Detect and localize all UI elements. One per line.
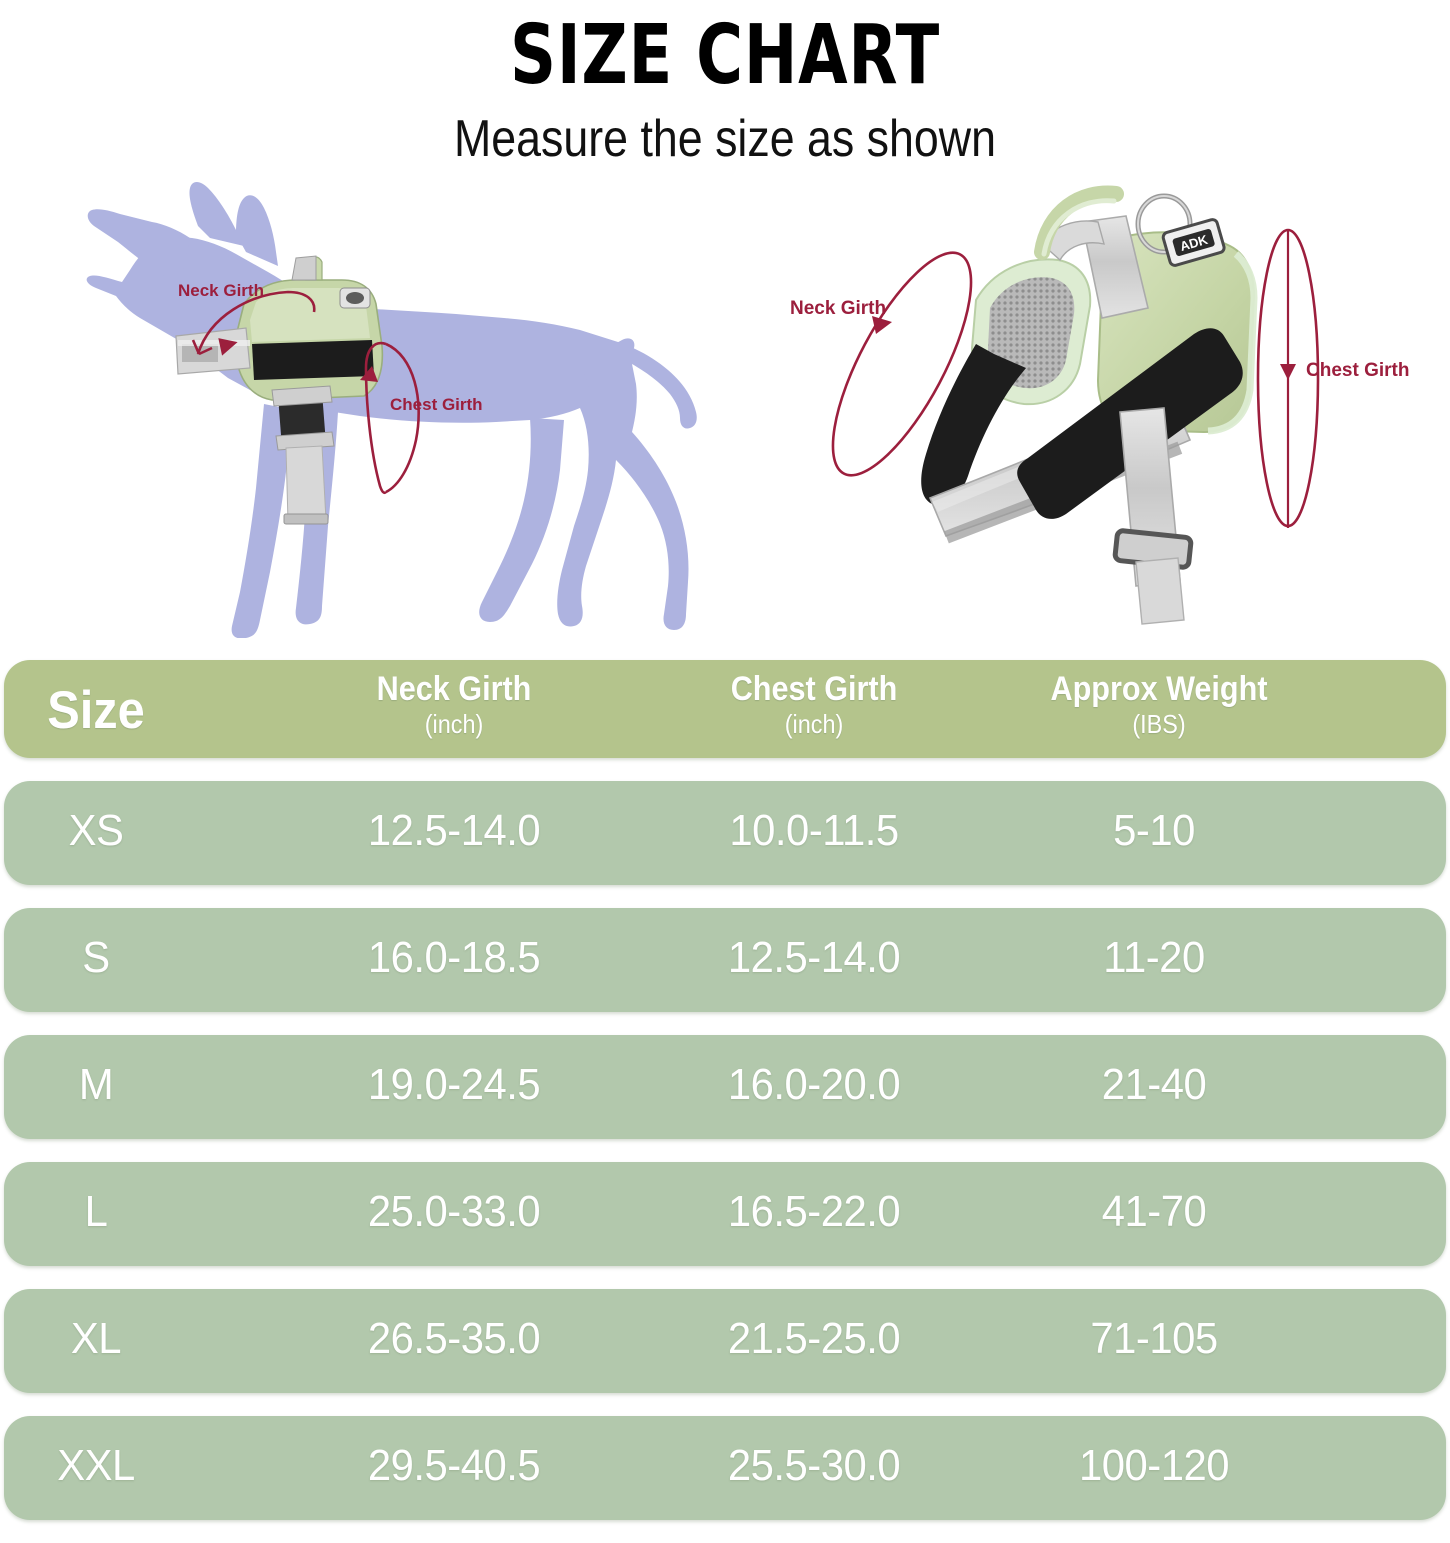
table-row: XS 12.5-14.0 10.0-11.5 5-10 bbox=[4, 781, 1446, 885]
column-header-chest-girth: Chest Girth (inch) bbox=[731, 670, 898, 740]
chest-girth-annotation: Chest Girth bbox=[360, 341, 483, 495]
dog-harness-illustration: Neck Girth Chest Girth bbox=[60, 168, 700, 638]
cell-weight: 5-10 bbox=[1113, 806, 1195, 855]
cell-chest: 25.5-30.0 bbox=[727, 1441, 901, 1490]
cell-neck: 29.5-40.5 bbox=[367, 1441, 541, 1490]
cell-neck: 12.5-14.0 bbox=[367, 806, 541, 855]
column-header-neck-girth: Neck Girth (inch) bbox=[377, 670, 532, 740]
cell-size: S bbox=[82, 933, 110, 982]
cell-chest: 16.5-22.0 bbox=[727, 1187, 901, 1236]
cell-size: L bbox=[84, 1187, 108, 1236]
chest-girth-annotation: Chest Girth bbox=[1256, 228, 1409, 528]
column-header-size: Size bbox=[47, 681, 145, 740]
cell-neck: 19.0-24.5 bbox=[367, 1060, 541, 1109]
cell-weight: 41-70 bbox=[1101, 1187, 1207, 1236]
page-title: SIZE CHART bbox=[510, 8, 940, 103]
cell-chest: 21.5-25.0 bbox=[727, 1314, 901, 1363]
cell-neck: 25.0-33.0 bbox=[367, 1187, 541, 1236]
table-row: L 25.0-33.0 16.5-22.0 41-70 bbox=[4, 1162, 1446, 1266]
cell-neck: 26.5-35.0 bbox=[367, 1314, 541, 1363]
cell-weight: 71-105 bbox=[1090, 1314, 1218, 1363]
harness-on-dog-graphic bbox=[175, 255, 384, 525]
column-header-chest-girth-unit: (inch) bbox=[784, 709, 844, 739]
neck-girth-label: Neck Girth bbox=[790, 298, 886, 319]
page-subtitle: Measure the size as shown bbox=[454, 110, 996, 168]
table-row: XXL 29.5-40.5 25.5-30.0 100-120 bbox=[4, 1416, 1446, 1520]
cell-chest: 12.5-14.0 bbox=[727, 933, 901, 982]
cell-weight: 11-20 bbox=[1103, 933, 1205, 982]
neck-girth-annotation: Neck Girth bbox=[178, 281, 316, 356]
column-header-chest-girth-label: Chest Girth bbox=[730, 670, 898, 708]
neck-girth-annotation: Neck Girth bbox=[790, 251, 973, 477]
column-header-neck-girth-unit: (inch) bbox=[424, 709, 484, 739]
column-header-approx-weight: Approx Weight (IBS) bbox=[1050, 670, 1267, 740]
neck-girth-label: Neck Girth bbox=[178, 281, 264, 300]
column-header-neck-girth-label: Neck Girth bbox=[376, 670, 532, 708]
harness-product-graphic: ADK bbox=[921, 185, 1258, 625]
cell-size: XL bbox=[70, 1314, 122, 1363]
cell-size: M bbox=[78, 1060, 114, 1109]
cell-chest: 16.0-20.0 bbox=[727, 1060, 901, 1109]
size-chart-table: Size Neck Girth (inch) Chest Girth (inch… bbox=[4, 660, 1446, 1543]
column-header-approx-weight-unit: (IBS) bbox=[1132, 709, 1186, 739]
harness-product-illustration: ADK Neck Girth Chest Girth bbox=[780, 168, 1440, 638]
table-header-row: Size Neck Girth (inch) Chest Girth (inch… bbox=[4, 660, 1446, 758]
illustration-area: Neck Girth Chest Girth bbox=[0, 168, 1450, 638]
cell-size: XS bbox=[68, 806, 124, 855]
chest-girth-label: Chest Girth bbox=[390, 395, 483, 414]
cell-size: XXL bbox=[57, 1441, 135, 1490]
table-row: XL 26.5-35.0 21.5-25.0 71-105 bbox=[4, 1289, 1446, 1393]
cell-neck: 16.0-18.5 bbox=[367, 933, 541, 982]
chest-girth-label: Chest Girth bbox=[1306, 360, 1409, 381]
table-row: S 16.0-18.5 12.5-14.0 11-20 bbox=[4, 908, 1446, 1012]
table-row: M 19.0-24.5 16.0-20.0 21-40 bbox=[4, 1035, 1446, 1139]
column-header-approx-weight-label: Approx Weight bbox=[1050, 670, 1268, 708]
cell-weight: 21-40 bbox=[1101, 1060, 1207, 1109]
page-header: SIZE CHART Measure the size as shown bbox=[0, 0, 1450, 169]
cell-weight: 100-120 bbox=[1078, 1441, 1230, 1490]
cell-chest: 10.0-11.5 bbox=[729, 806, 899, 855]
